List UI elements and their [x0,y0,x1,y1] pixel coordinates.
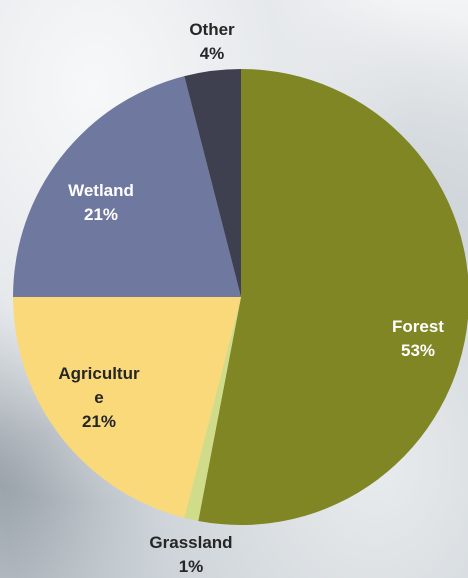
label-grassland: Grassland 1% [149,533,232,576]
pie-labels: Forest 53%Grassland 1%Agricultur e 21%Wetlan… [58,20,444,576]
label-agriculture-name: e [94,388,103,407]
label-agriculture-name: Agricultur [58,364,140,383]
label-wetland-value: 21% [84,205,118,224]
slice-other [184,69,241,297]
label-forest-name: Forest [392,317,444,336]
slice-forest [198,69,468,525]
label-other-value: 4% [200,44,225,63]
slice-agriculture [13,297,241,518]
label-wetland-name: Wetland [68,181,134,200]
label-grassland-name: Grassland [149,533,232,552]
slice-wetland [13,76,241,297]
label-grassland-value: 1% [179,557,204,576]
slice-grassland [184,297,241,521]
label-forest-value: 53% [401,341,435,360]
label-wetland: Wetland 21% [68,181,134,224]
label-forest: Forest 53% [392,317,444,360]
pie-slices [13,69,468,525]
label-agriculture-value: 21% [82,412,116,431]
label-other-name: Other [189,20,235,39]
label-agriculture: Agricultur e 21% [58,364,140,431]
label-other: Other 4% [189,20,235,63]
